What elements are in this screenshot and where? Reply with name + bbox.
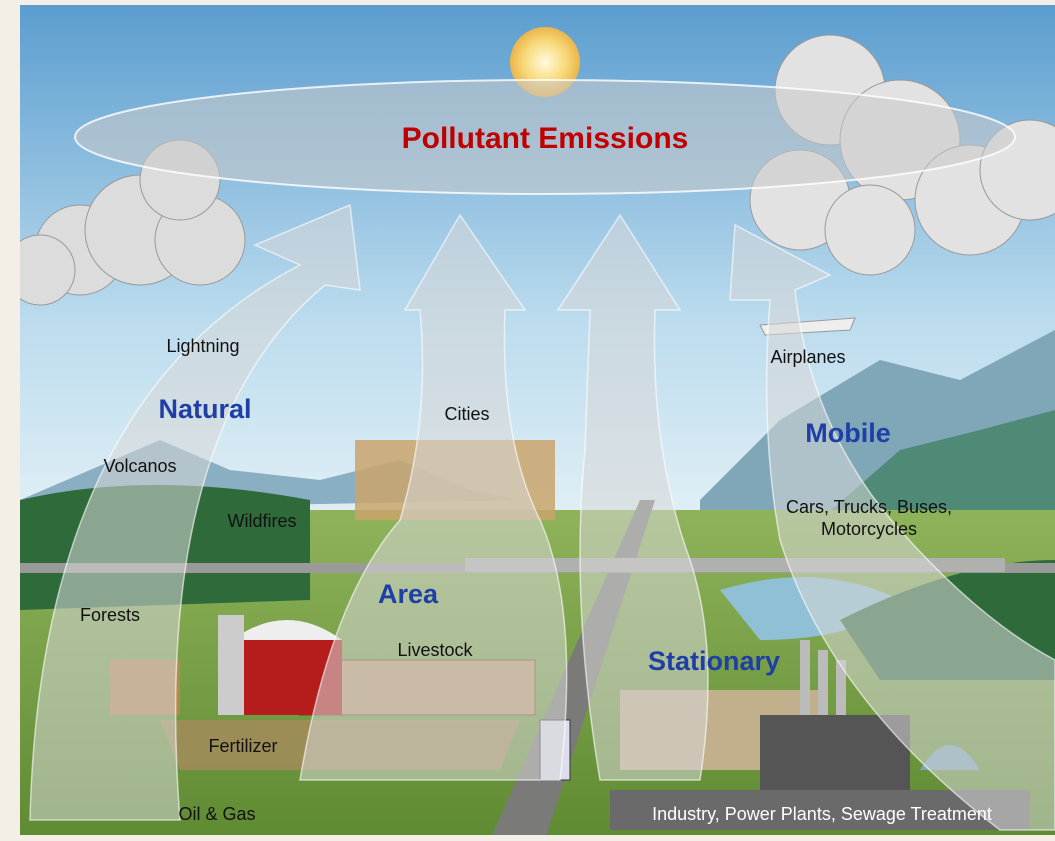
source-label: Wildfires (227, 511, 296, 531)
source-label: Fertilizer (208, 736, 277, 756)
smokestack (800, 640, 810, 715)
category-label: Stationary (648, 646, 780, 676)
category-label: Mobile (805, 418, 891, 448)
silo (218, 615, 244, 715)
source-label: Motorcycles (821, 519, 917, 539)
smokestack (818, 650, 828, 715)
source-label: Oil & Gas (178, 804, 255, 824)
title: Pollutant Emissions (402, 122, 689, 155)
source-label: Cities (444, 404, 489, 424)
diagram: Pollutant Emissions Natural Lightning Vo… (0, 0, 1055, 841)
source-label: Airplanes (770, 347, 845, 367)
source-label: Lightning (166, 336, 239, 356)
category-label: Natural (158, 394, 251, 424)
source-label: Livestock (397, 640, 473, 660)
source-label: Cars, Trucks, Buses, (786, 497, 952, 517)
page: Pollutant Emissions Natural Lightning Vo… (0, 0, 1055, 841)
source-label: Industry, Power Plants, Sewage Treatment (652, 804, 992, 824)
category-label: Area (378, 579, 439, 609)
source-label: Volcanos (103, 456, 176, 476)
source-label: Forests (80, 605, 140, 625)
